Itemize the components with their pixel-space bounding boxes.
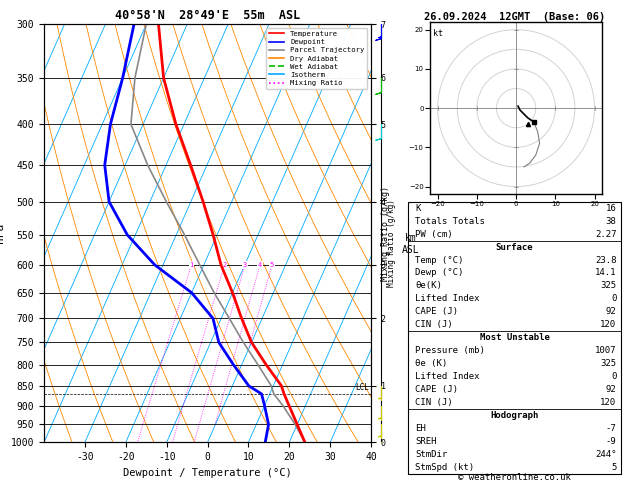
Text: 120: 120 bbox=[600, 398, 616, 407]
Text: Lifted Index: Lifted Index bbox=[415, 372, 479, 381]
Text: LCL: LCL bbox=[355, 383, 369, 392]
Text: © weatheronline.co.uk: © weatheronline.co.uk bbox=[458, 473, 571, 482]
Text: Temp (°C): Temp (°C) bbox=[415, 256, 464, 264]
Text: 5: 5 bbox=[611, 463, 616, 472]
Text: θe(K): θe(K) bbox=[415, 281, 442, 291]
Text: 3: 3 bbox=[243, 262, 247, 268]
Y-axis label: hPa: hPa bbox=[0, 223, 5, 243]
Text: 1: 1 bbox=[189, 262, 194, 268]
Text: Totals Totals: Totals Totals bbox=[415, 217, 485, 226]
Text: EH: EH bbox=[415, 424, 426, 433]
Text: CIN (J): CIN (J) bbox=[415, 320, 452, 330]
Text: 0: 0 bbox=[611, 295, 616, 303]
Text: 2.27: 2.27 bbox=[595, 229, 616, 239]
Text: CIN (J): CIN (J) bbox=[415, 398, 452, 407]
Text: 1007: 1007 bbox=[595, 346, 616, 355]
Text: 0: 0 bbox=[611, 372, 616, 381]
Text: CAPE (J): CAPE (J) bbox=[415, 307, 458, 316]
Text: 23.8: 23.8 bbox=[595, 256, 616, 264]
Text: StmSpd (kt): StmSpd (kt) bbox=[415, 463, 474, 472]
Text: Lifted Index: Lifted Index bbox=[415, 295, 479, 303]
Text: 92: 92 bbox=[606, 385, 616, 394]
Y-axis label: km
ASL: km ASL bbox=[402, 233, 420, 255]
Text: SREH: SREH bbox=[415, 437, 437, 446]
Text: 16: 16 bbox=[606, 204, 616, 213]
Text: Dewp (°C): Dewp (°C) bbox=[415, 268, 464, 278]
Text: Most Unstable: Most Unstable bbox=[479, 333, 550, 342]
Text: 4: 4 bbox=[258, 262, 262, 268]
Text: Mixing Ratio (g/kg): Mixing Ratio (g/kg) bbox=[381, 186, 390, 281]
Text: K: K bbox=[415, 204, 420, 213]
Text: Mixing Ratio (g/kg): Mixing Ratio (g/kg) bbox=[387, 199, 396, 287]
Text: 244°: 244° bbox=[595, 450, 616, 459]
Text: 38: 38 bbox=[606, 217, 616, 226]
Text: θe (K): θe (K) bbox=[415, 359, 447, 368]
X-axis label: Dewpoint / Temperature (°C): Dewpoint / Temperature (°C) bbox=[123, 468, 292, 478]
Text: 26.09.2024  12GMT  (Base: 06): 26.09.2024 12GMT (Base: 06) bbox=[424, 12, 605, 22]
Text: 325: 325 bbox=[600, 281, 616, 291]
Text: CAPE (J): CAPE (J) bbox=[415, 385, 458, 394]
Text: PW (cm): PW (cm) bbox=[415, 229, 452, 239]
Legend: Temperature, Dewpoint, Parcel Trajectory, Dry Adiabat, Wet Adiabat, Isotherm, Mi: Temperature, Dewpoint, Parcel Trajectory… bbox=[265, 28, 367, 89]
Text: Pressure (mb): Pressure (mb) bbox=[415, 346, 485, 355]
Text: -9: -9 bbox=[606, 437, 616, 446]
Title: 40°58'N  28°49'E  55m  ASL: 40°58'N 28°49'E 55m ASL bbox=[115, 9, 300, 22]
Text: 92: 92 bbox=[606, 307, 616, 316]
Text: kt: kt bbox=[433, 29, 443, 38]
Text: StmDir: StmDir bbox=[415, 450, 447, 459]
Text: 14.1: 14.1 bbox=[595, 268, 616, 278]
Text: Hodograph: Hodograph bbox=[491, 411, 538, 420]
Text: 5: 5 bbox=[270, 262, 274, 268]
Text: 120: 120 bbox=[600, 320, 616, 330]
Text: Surface: Surface bbox=[496, 243, 533, 252]
Text: -7: -7 bbox=[606, 424, 616, 433]
Text: 325: 325 bbox=[600, 359, 616, 368]
Text: 2: 2 bbox=[223, 262, 226, 268]
